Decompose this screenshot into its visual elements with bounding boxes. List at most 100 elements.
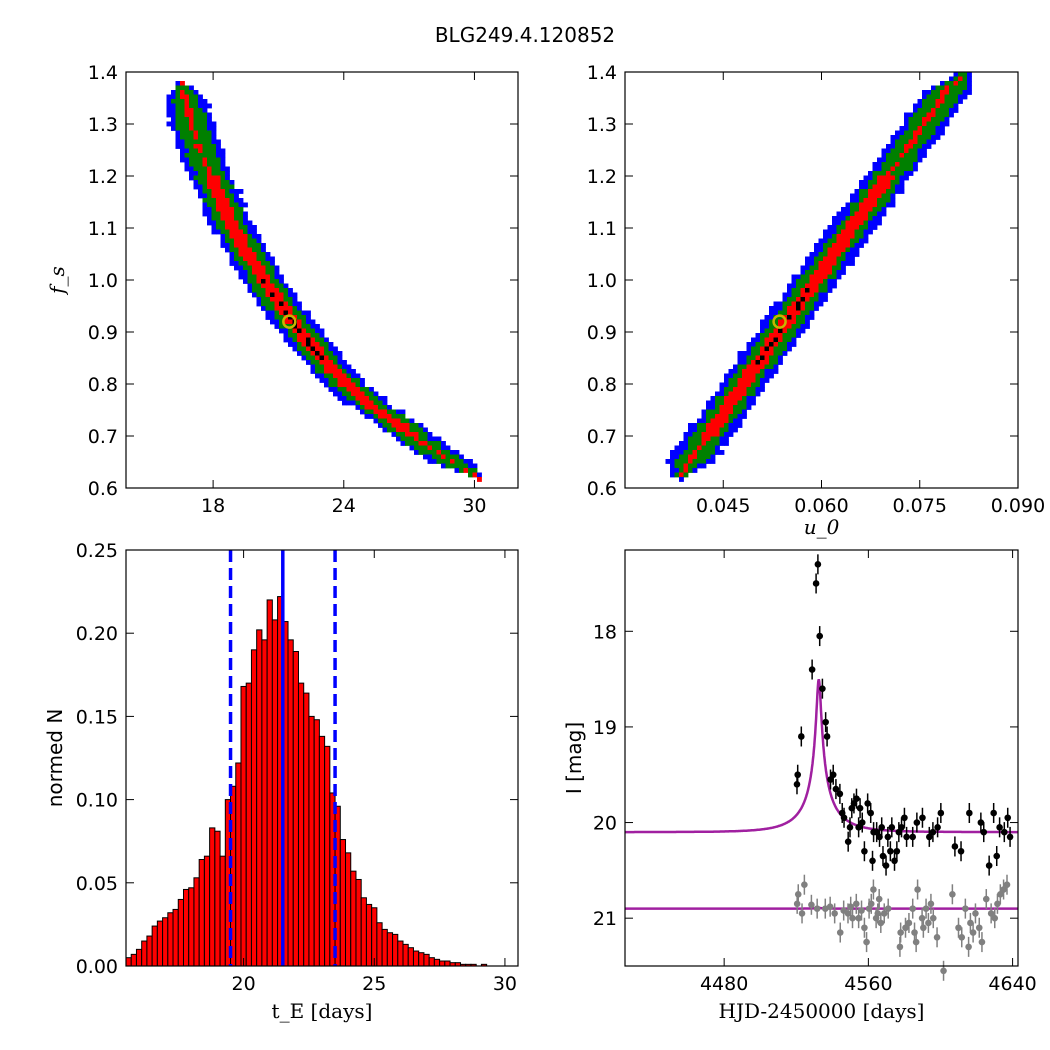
- density-cell-blue: [198, 94, 203, 100]
- density-cell-green: [211, 171, 217, 176]
- density-cell-blue: [288, 288, 293, 293]
- density-cell-red: [252, 256, 257, 262]
- density-cell-blue: [337, 360, 343, 365]
- density-cell-red: [814, 270, 819, 275]
- density-cell-blue: [337, 391, 343, 397]
- density-cell-green: [229, 198, 235, 203]
- density-cell-black: [288, 315, 293, 320]
- density-cell-green: [832, 265, 837, 271]
- density-cell-blue: [778, 355, 783, 361]
- density-cell-green: [809, 306, 815, 311]
- density-cell-blue: [706, 400, 711, 406]
- density-cell-blue: [958, 99, 963, 104]
- density-cell-green: [710, 414, 716, 419]
- density-cell-green: [198, 130, 203, 136]
- density-cell-red: [710, 427, 716, 433]
- density-cell-red: [958, 76, 963, 82]
- density-cell-blue: [827, 279, 833, 284]
- density-cell-red: [778, 337, 783, 343]
- data-point: [794, 890, 802, 898]
- density-cell-blue: [441, 445, 446, 451]
- density-cell-red: [184, 99, 190, 104]
- density-cell-red: [243, 256, 248, 262]
- density-cell-blue: [854, 198, 860, 203]
- data-point: [878, 824, 886, 831]
- density-cell-red: [728, 396, 734, 401]
- density-cell-green: [746, 360, 752, 365]
- density-cell-red: [396, 427, 401, 433]
- density-cell-blue: [459, 454, 464, 460]
- density-cell-red: [841, 229, 846, 235]
- density-cell-red: [841, 238, 846, 244]
- data-point: [855, 824, 862, 831]
- density-cell-blue: [360, 409, 365, 415]
- density-cell-blue: [463, 459, 469, 464]
- density-cell-red: [859, 202, 864, 208]
- density-cell-blue: [818, 243, 824, 248]
- density-cell-red: [400, 423, 406, 428]
- y-tick-label: 1.0: [88, 270, 118, 292]
- density-cell-red: [225, 198, 230, 203]
- density-cell-blue: [193, 184, 199, 190]
- density-cell-red: [189, 126, 194, 131]
- density-cell-green: [373, 400, 379, 406]
- density-cell-green: [247, 274, 253, 280]
- density-cell-blue: [868, 220, 873, 226]
- density-cell-blue: [872, 225, 878, 230]
- density-cell-red: [728, 391, 734, 397]
- density-cell-blue: [836, 211, 842, 217]
- density-cell-green: [715, 396, 720, 401]
- density-cell-green: [926, 108, 932, 113]
- density-cell-red: [710, 432, 716, 437]
- density-cell-green: [674, 472, 680, 478]
- density-cell-blue: [818, 292, 824, 298]
- density-cell-green: [274, 279, 280, 284]
- density-cell-green: [805, 270, 810, 275]
- density-cell-red: [306, 346, 311, 352]
- histogram-bar: [209, 827, 216, 967]
- density-cell-red: [418, 441, 424, 446]
- density-cell-blue: [787, 292, 792, 298]
- density-cell-red: [809, 274, 815, 280]
- density-cell-green: [715, 441, 720, 446]
- density-cell-green: [949, 94, 954, 100]
- density-cell-green: [175, 108, 181, 113]
- density-cell-green: [445, 459, 451, 464]
- density-cell-blue: [207, 211, 212, 217]
- density-cell-green: [297, 315, 302, 320]
- density-cell-green: [256, 252, 262, 257]
- density-cell-green: [818, 288, 824, 293]
- density-cell-green: [198, 135, 203, 140]
- density-cell-green: [315, 364, 320, 370]
- density-cell-red: [742, 387, 747, 392]
- density-cell-green: [207, 153, 212, 158]
- density-cell-blue: [211, 139, 217, 145]
- density-cell-black: [755, 360, 761, 365]
- data-point: [836, 790, 844, 798]
- density-cell-red: [364, 405, 370, 410]
- density-cell-green: [935, 117, 941, 122]
- best-fit-marker: [282, 314, 297, 329]
- density-cell-green: [706, 418, 711, 424]
- density-cell-green: [418, 432, 424, 437]
- density-cell-green: [432, 450, 437, 455]
- density-cell-red: [319, 360, 325, 365]
- density-cell-blue: [890, 139, 896, 145]
- density-cell-green: [890, 162, 896, 167]
- density-cell-green: [881, 166, 887, 172]
- density-cell-green: [899, 157, 905, 163]
- density-cell-green: [193, 126, 199, 131]
- density-cell-red: [193, 135, 199, 140]
- density-cell-black: [292, 324, 298, 329]
- density-cell-green: [234, 211, 239, 217]
- density-cell-blue: [400, 409, 406, 415]
- density-cell-green: [301, 351, 307, 356]
- histogram-bar: [135, 948, 143, 967]
- density-cell-blue: [315, 328, 320, 334]
- density-cell-blue: [247, 225, 253, 230]
- density-cell-green: [261, 297, 266, 302]
- y-tick-label: 0.9: [587, 322, 617, 344]
- density-cell-red: [742, 391, 747, 397]
- density-cell-blue: [315, 373, 320, 379]
- density-cell-green: [288, 328, 293, 334]
